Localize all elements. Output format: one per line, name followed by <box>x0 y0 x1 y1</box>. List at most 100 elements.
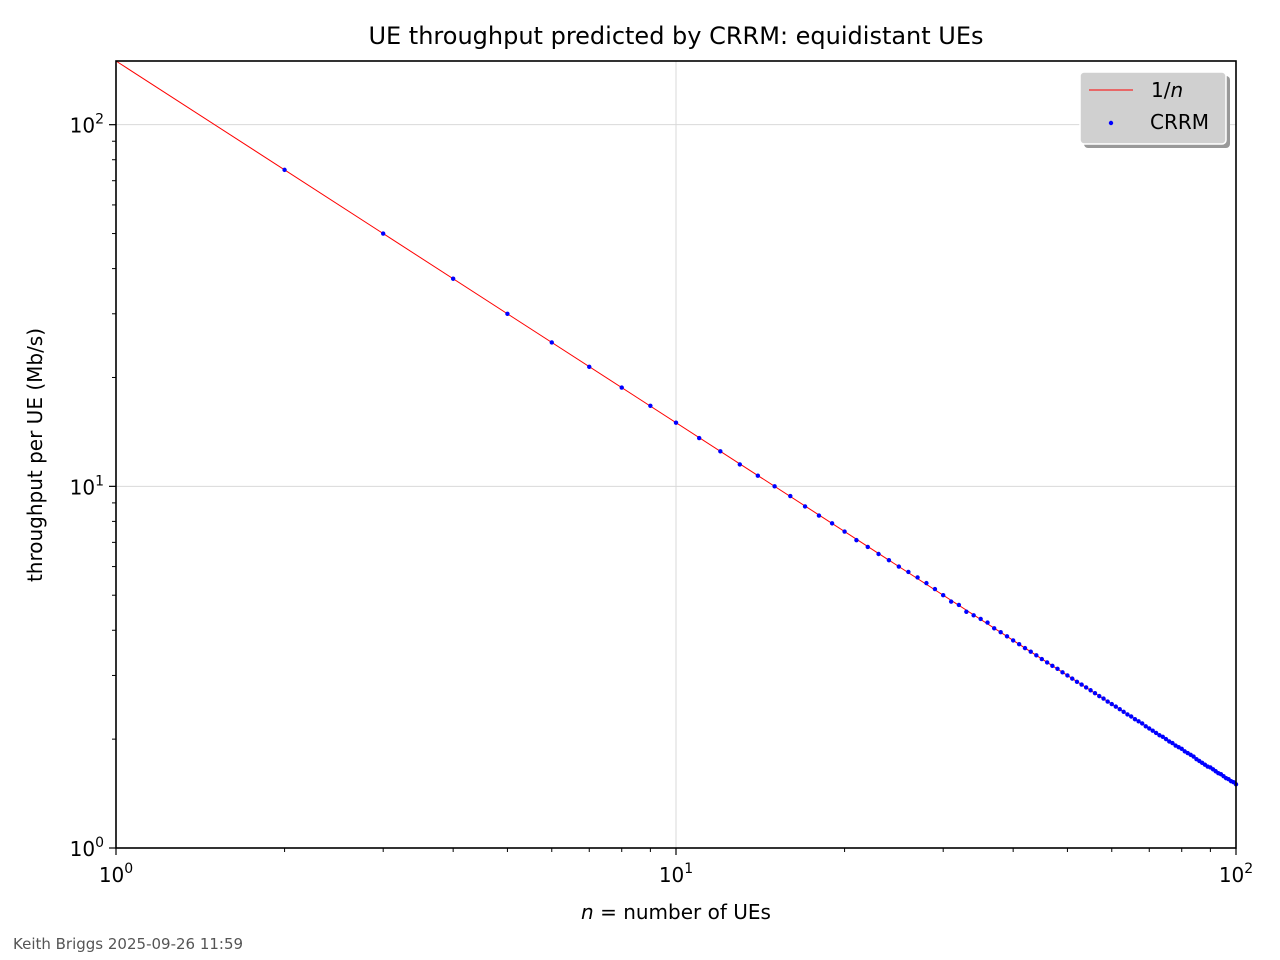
major-ticks <box>109 124 1237 855</box>
crrm-point <box>1179 746 1184 752</box>
legend-label-line-var: n <box>1170 78 1183 102</box>
crrm-point <box>886 557 892 563</box>
crrm-point <box>915 575 920 580</box>
crrm-point <box>1039 656 1044 662</box>
crrm-point <box>1160 734 1165 739</box>
crrm-point <box>1113 704 1118 709</box>
crrm-point <box>1074 679 1080 685</box>
legend: 1/n CRRM <box>1079 71 1230 148</box>
crrm-point <box>964 609 969 614</box>
crrm-point <box>1157 733 1162 738</box>
crrm-point <box>380 231 386 236</box>
crrm-point <box>282 167 287 173</box>
crrm-point <box>1101 696 1106 701</box>
crrm-point <box>906 569 911 575</box>
crrm-point <box>673 420 679 425</box>
crrm-point <box>1004 634 1010 639</box>
crrm-point <box>1105 699 1110 704</box>
y-tick-label: 101 <box>70 473 104 499</box>
crrm-point <box>1129 714 1134 719</box>
crrm-point <box>1050 663 1055 669</box>
crrm-point <box>1147 726 1152 731</box>
x-axis-label-var: n <box>581 900 594 924</box>
y-axis-label: throughput per UE (Mb/s) <box>23 328 47 582</box>
crrm-point <box>1163 736 1169 742</box>
crrm-point <box>991 626 997 631</box>
crrm-point <box>940 593 946 598</box>
crrm-point <box>1153 730 1159 736</box>
x-axis-label: n = number of UEs <box>581 900 771 924</box>
crrm-point <box>1088 688 1093 693</box>
crrm-point <box>1070 676 1075 681</box>
x-axis-label-text: = number of UEs <box>594 900 771 924</box>
grid <box>115 61 1237 849</box>
x-tick-label: 102 <box>1219 861 1253 887</box>
crrm-point <box>549 340 554 345</box>
crrm-point <box>971 613 976 618</box>
crrm-point <box>896 564 902 569</box>
crrm-point <box>854 537 859 543</box>
crrm-point <box>1055 666 1060 671</box>
crrm-point <box>1034 653 1039 658</box>
crrm-point <box>1097 693 1102 699</box>
crrm-point <box>978 616 983 622</box>
crrm-point <box>956 602 962 608</box>
crrm-point <box>802 504 808 509</box>
legend-label-line: 1/n <box>1151 78 1183 102</box>
crrm-point <box>1109 701 1114 707</box>
crrm-point <box>755 473 761 478</box>
crrm-point <box>829 521 835 526</box>
crrm-point <box>1092 690 1098 696</box>
crrm-point <box>718 449 723 454</box>
crrm-point <box>696 435 702 441</box>
y-tick-label: 102 <box>70 112 104 138</box>
crrm-point <box>1125 712 1130 717</box>
crrm-point <box>876 551 881 557</box>
crrm-point <box>648 403 653 408</box>
crrm-point <box>1150 728 1155 733</box>
crrm-point <box>924 580 929 586</box>
crrm-point <box>985 620 990 625</box>
crrm-point <box>1044 660 1050 665</box>
crrm-point <box>450 276 456 281</box>
crrm-point <box>1170 740 1175 746</box>
crrm-point <box>1028 649 1033 654</box>
crrm-point <box>1117 706 1122 712</box>
crrm-point <box>1060 670 1065 675</box>
crrm-point <box>505 311 510 316</box>
crrm-point <box>1022 645 1028 651</box>
crrm-point <box>816 513 822 518</box>
legend-point-swatch <box>1108 120 1114 126</box>
crrm-point <box>1010 638 1016 643</box>
crrm-point <box>1065 673 1070 678</box>
x-tick-label: 101 <box>659 861 693 887</box>
crrm-point <box>1079 682 1084 687</box>
crrm-point <box>948 599 954 604</box>
footer-credit: Keith Briggs 2025-09-26 11:59 <box>13 935 244 953</box>
minor-ticks <box>112 140 1211 852</box>
crrm-point <box>998 630 1003 635</box>
crrm-point <box>1143 724 1148 729</box>
crrm-point <box>1121 709 1126 715</box>
crrm-point <box>1191 754 1196 759</box>
crrm-point <box>619 385 624 390</box>
crrm-point <box>932 586 938 592</box>
crrm-point <box>587 364 592 370</box>
tick-labels: 100 101 102 100 101 102 <box>70 112 1254 887</box>
crrm-point <box>772 484 777 489</box>
crrm-point <box>865 544 870 550</box>
crrm-point <box>1140 721 1145 726</box>
chart-title: UE throughput predicted by CRRM: equidis… <box>368 22 983 50</box>
crrm-point <box>842 529 847 534</box>
x-tick-label: 100 <box>99 861 133 887</box>
crrm-point <box>1136 719 1141 724</box>
crrm-point <box>1016 642 1022 647</box>
legend-label-points: CRRM <box>1150 110 1209 134</box>
series-points <box>282 167 1239 787</box>
crrm-point <box>737 462 743 467</box>
plot-frame <box>115 60 1237 849</box>
crrm-point <box>1083 685 1089 690</box>
crrm-point <box>1132 717 1138 722</box>
legend-label-line-prefix: 1/ <box>1151 78 1171 102</box>
